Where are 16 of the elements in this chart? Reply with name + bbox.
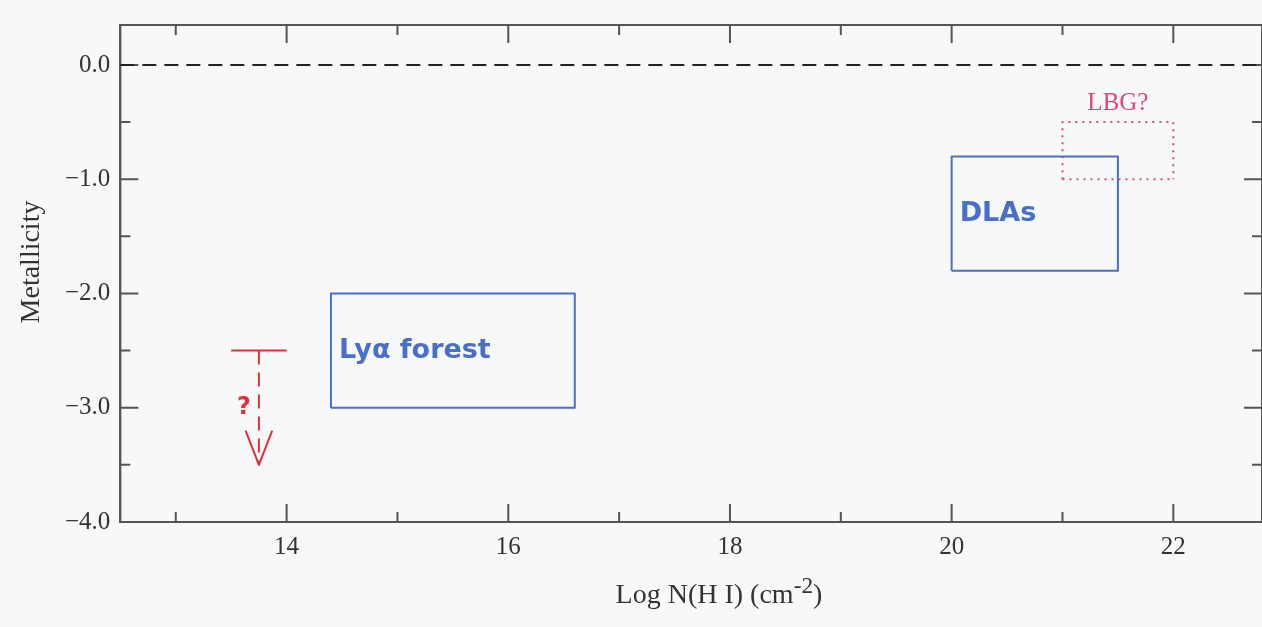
y-tick-label: −1.0 — [64, 163, 111, 191]
x-axis-title: Log N(H I) (cm$^{-2}$) — [614, 572, 824, 611]
x-tick-label: 22 — [1160, 531, 1186, 559]
x-tick-label: 14 — [274, 531, 300, 559]
series-label: ? — [236, 391, 251, 420]
series-label: LBG? — [1087, 88, 1149, 116]
x-tick-label: 20 — [939, 531, 965, 559]
y-tick-label: −3.0 — [64, 392, 111, 420]
series-label: DLAs — [959, 195, 1037, 227]
y-axis-title: Metallicity — [14, 200, 46, 324]
series-label: Lyα forest — [338, 332, 491, 364]
y-tick-label: −4.0 — [64, 506, 111, 534]
y-tick-label: −2.0 — [64, 278, 111, 306]
x-tick-label: 16 — [495, 531, 521, 559]
y-tick-label: 0.0 — [79, 49, 111, 77]
x-tick-label: 18 — [717, 531, 743, 559]
